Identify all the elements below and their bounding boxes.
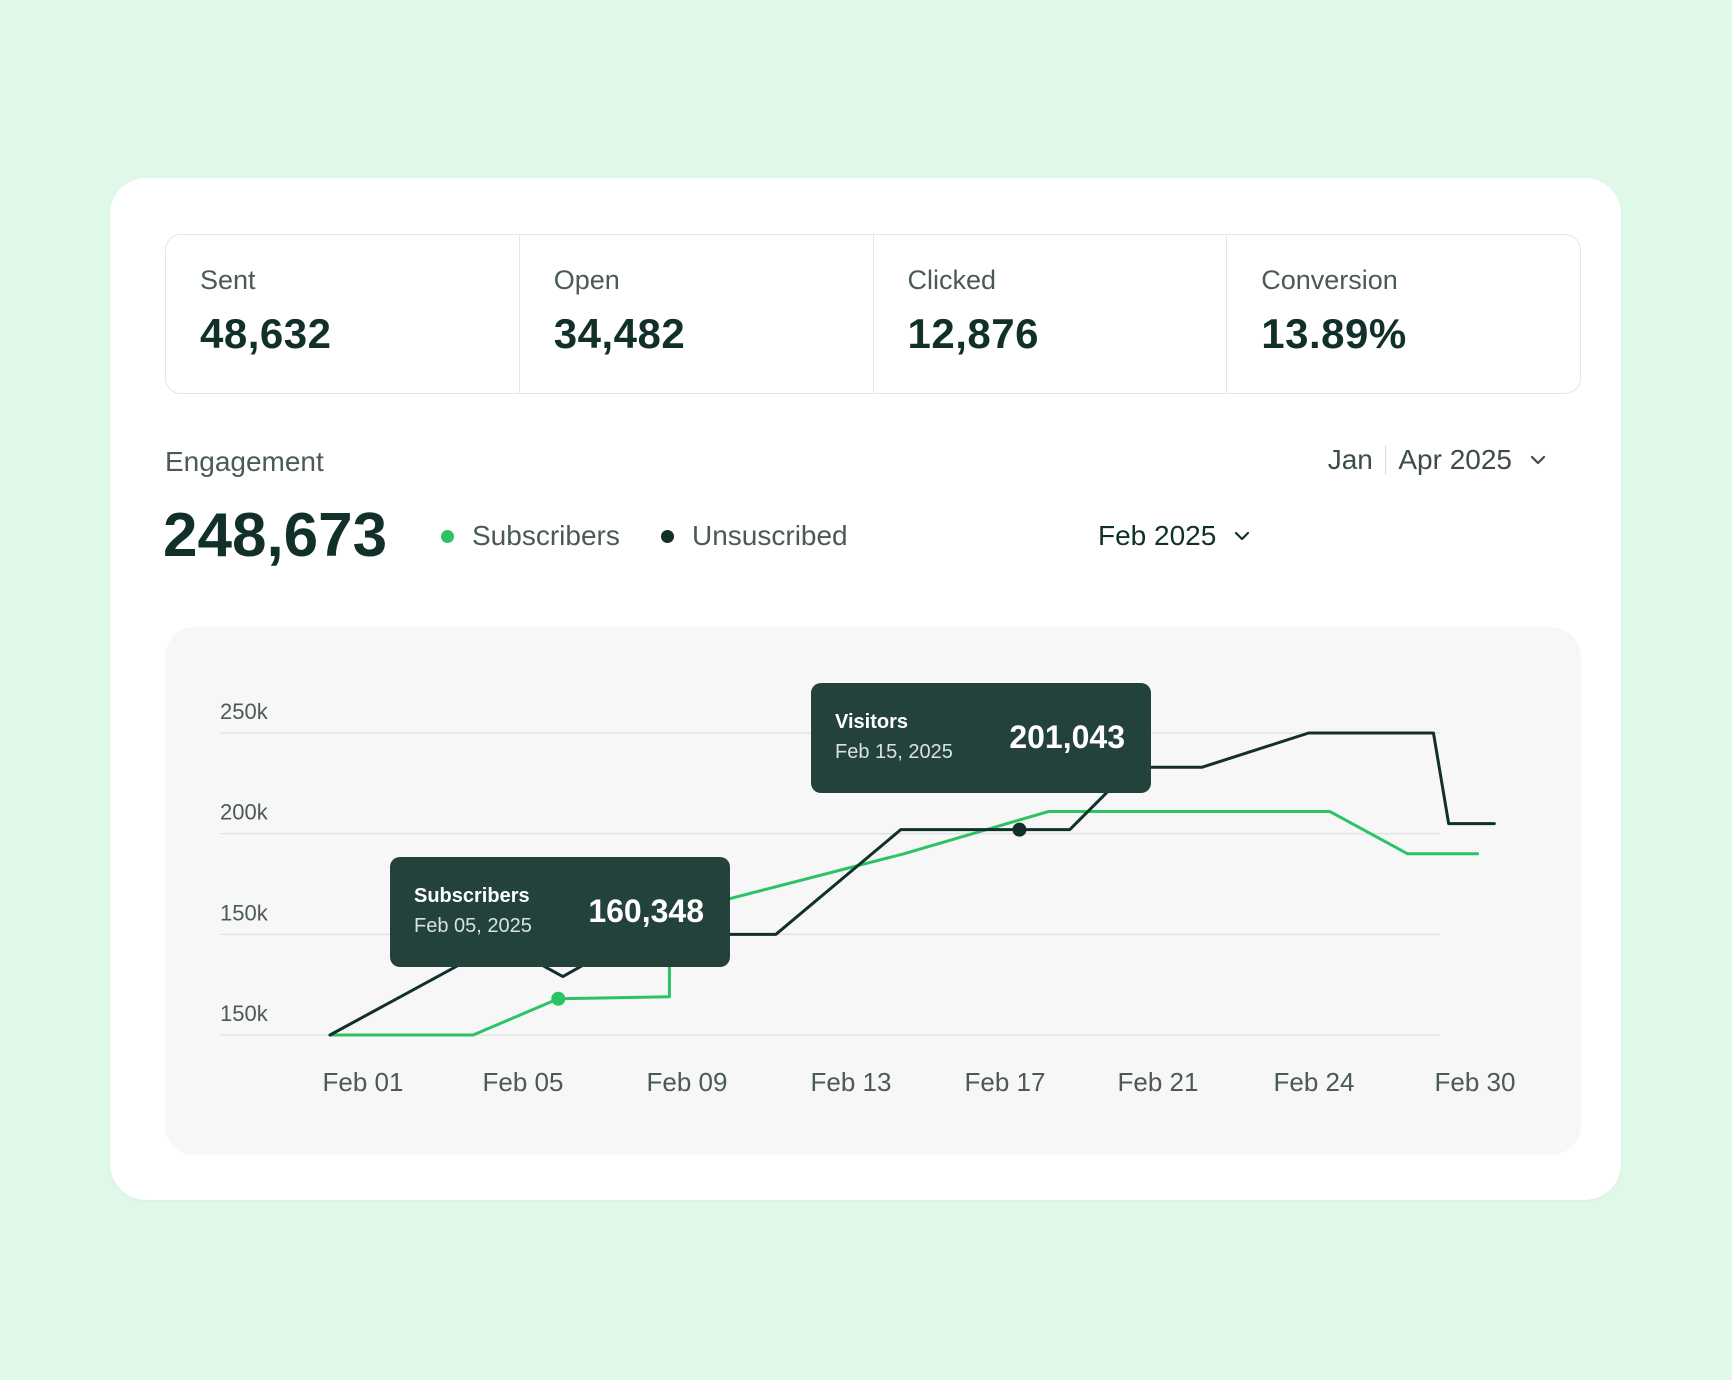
x-tick-label: Feb 05 xyxy=(483,1067,564,1097)
stat-label: Open xyxy=(553,265,620,295)
legend-dot-icon xyxy=(661,529,674,543)
stat-clicked: Clicked 12,876 xyxy=(874,235,1228,393)
tooltip-subscribers: Subscribers Feb 05, 2025 160,348 xyxy=(390,857,730,967)
legend-label: Unsuscribed xyxy=(692,520,848,551)
tooltip-value: 160,348 xyxy=(588,893,704,929)
stat-open: Open 34,482 xyxy=(520,235,874,393)
stat-value: 13.89% xyxy=(1261,310,1407,357)
x-tick-label: Feb 24 xyxy=(1274,1067,1355,1097)
x-tick-label: Feb 17 xyxy=(965,1067,1046,1097)
y-tick-label: 250k xyxy=(220,699,269,724)
y-tick-label: 200k xyxy=(220,800,269,825)
date-range-selector[interactable]: Jan Apr 2025 xyxy=(1328,444,1546,476)
month-select[interactable]: Feb 2025 xyxy=(1098,520,1250,552)
tooltip-date: Feb 05, 2025 xyxy=(414,915,532,937)
x-tick-label: Feb 01 xyxy=(323,1067,404,1097)
month-select-value: Feb 2025 xyxy=(1098,520,1217,551)
x-tick-label: Feb 21 xyxy=(1118,1067,1199,1097)
stat-label: Clicked xyxy=(907,265,997,295)
tooltip-date: Feb 15, 2025 xyxy=(835,741,953,763)
legend-item-unsubscribed[interactable]: Unsuscribed xyxy=(661,520,848,552)
x-tick-label: Feb 13 xyxy=(811,1067,892,1097)
engagement-chart: 250k 200k 150k 150k Feb 01 Feb 05 Feb 09 Feb 13… xyxy=(165,627,1581,1155)
chevron-down-icon xyxy=(1530,445,1546,471)
engagement-total: 248,673 xyxy=(163,501,388,570)
stat-value: 34,482 xyxy=(553,310,686,357)
legend-dot-icon xyxy=(441,529,454,543)
stat-value: 12,876 xyxy=(907,310,1039,357)
stat-sent: Sent 48,632 xyxy=(166,235,520,393)
data-point-marker xyxy=(551,991,566,1006)
engagement-title: Engagement xyxy=(165,446,324,477)
data-point-marker xyxy=(1012,822,1027,837)
tooltip-visitors: Visitors Feb 15, 2025 201,043 xyxy=(811,683,1151,793)
stat-label: Conversion xyxy=(1261,265,1398,295)
line-chart: 250k 200k 150k 150k Feb 01 Feb 05 Feb 09 Feb 13… xyxy=(220,699,1516,1097)
range-divider xyxy=(1384,445,1387,475)
legend-item-subscribers[interactable]: Subscribers xyxy=(441,520,620,552)
stats-row: Sent 48,632 Open 34,482 Clicked 12,876 C… xyxy=(165,234,1581,394)
series-line-subscribers xyxy=(328,810,1480,1037)
x-tick-label: Feb 30 xyxy=(1435,1067,1516,1097)
chevron-down-icon xyxy=(1234,521,1250,547)
y-tick-label: 150k xyxy=(220,900,269,925)
tooltip-name: Visitors xyxy=(835,711,908,733)
range-end: Apr 2025 xyxy=(1398,444,1512,475)
tooltip-value: 201,043 xyxy=(1009,719,1125,755)
stat-value: 48,632 xyxy=(200,310,332,357)
y-tick-label: 150k xyxy=(220,1001,269,1026)
dashboard-card: Sent 48,632 Open 34,482 Clicked 12,876 C… xyxy=(110,178,1621,1200)
series-line-unsuscribed xyxy=(328,731,1496,1037)
stat-label: Sent xyxy=(200,265,256,295)
tooltip-name: Subscribers xyxy=(414,885,530,907)
x-tick-label: Feb 09 xyxy=(647,1067,728,1097)
stat-conversion: Conversion 13.89% xyxy=(1227,235,1580,393)
range-start: Jan xyxy=(1327,444,1373,475)
legend-label: Subscribers xyxy=(472,520,620,551)
